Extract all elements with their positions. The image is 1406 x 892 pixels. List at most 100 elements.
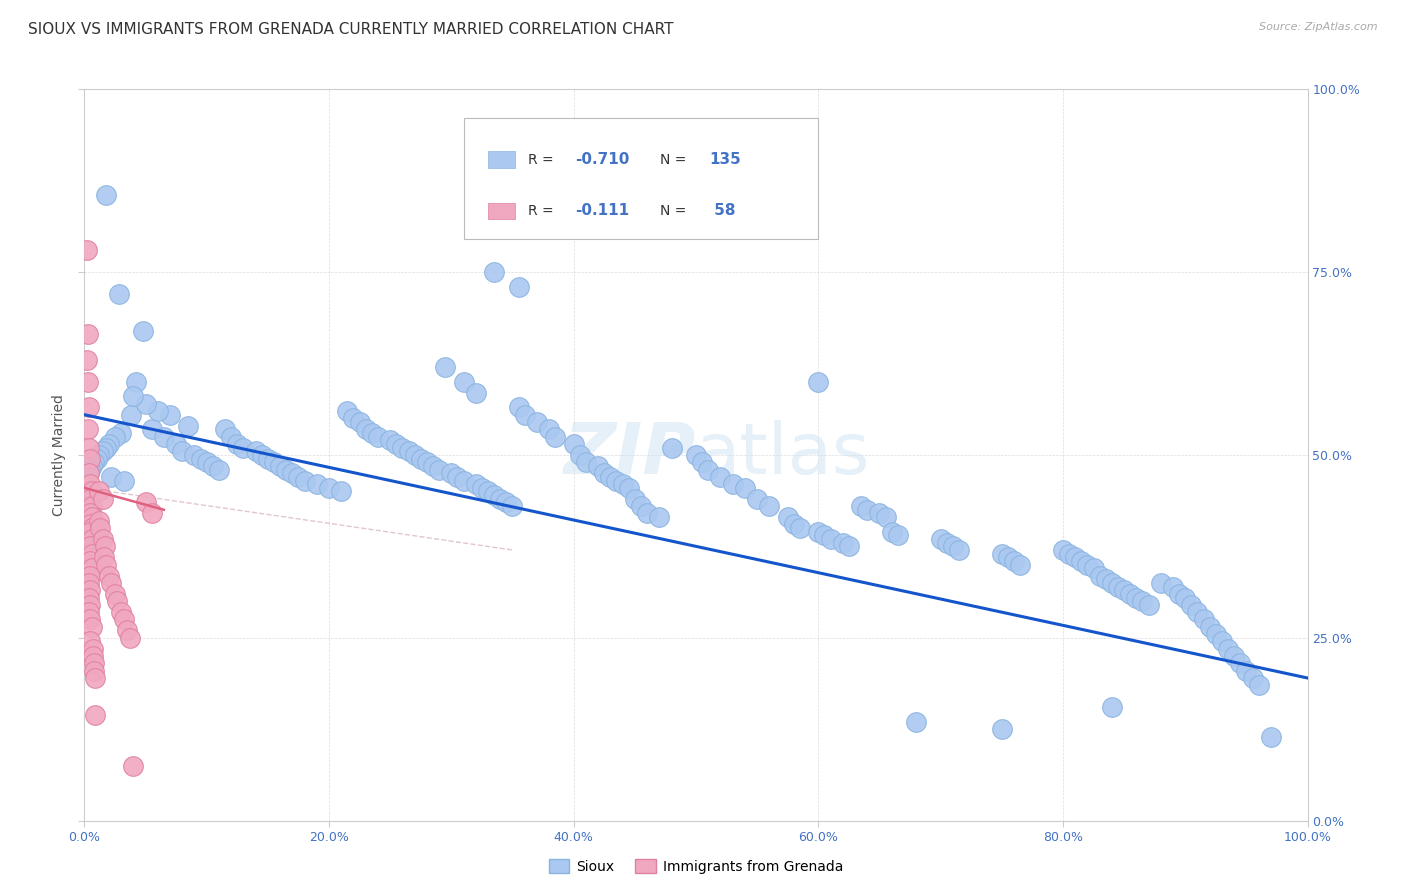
Point [112, 474, 135, 488]
Bar [488, 152, 515, 168]
Point [709, 470, 731, 484]
Point [77, 375, 100, 389]
Point [593, 466, 616, 480]
Point [612, 477, 634, 491]
Point [77, 441, 100, 455]
Point [79, 477, 101, 491]
FancyBboxPatch shape [464, 119, 818, 239]
Point [79, 524, 101, 539]
Point [82, 641, 104, 656]
Text: R =: R = [529, 153, 558, 167]
Point [1010, 558, 1032, 572]
Point [80, 620, 103, 634]
Point [807, 375, 830, 389]
Point [349, 415, 371, 429]
Point [79, 451, 101, 466]
Point [1064, 550, 1087, 565]
Point [96, 558, 118, 572]
Point [391, 441, 413, 455]
Point [1216, 641, 1239, 656]
Point [538, 422, 561, 436]
Point [100, 576, 122, 591]
Point [648, 510, 671, 524]
Point [87, 448, 110, 462]
Point [79, 539, 101, 553]
Point [502, 499, 524, 513]
Point [1260, 730, 1282, 744]
Point [287, 470, 309, 484]
Point [96, 441, 118, 455]
Point [568, 448, 591, 462]
Point [1101, 576, 1123, 591]
Point [464, 385, 486, 400]
Point [1094, 572, 1116, 586]
Legend: Sioux, Immigrants from Grenada: Sioux, Immigrants from Grenada [543, 854, 849, 880]
Point [80, 458, 103, 473]
Point [482, 265, 505, 279]
Point [172, 444, 194, 458]
Point [905, 714, 928, 729]
Point [1088, 568, 1111, 582]
Point [1180, 598, 1202, 612]
Point [831, 535, 853, 549]
Point [734, 481, 756, 495]
Point [110, 605, 132, 619]
Text: 135: 135 [710, 152, 741, 167]
Point [77, 422, 100, 436]
Point [482, 488, 505, 502]
Point [112, 613, 135, 627]
Point [132, 324, 155, 338]
Point [624, 491, 647, 506]
Text: N =: N = [661, 203, 692, 218]
Text: SIOUX VS IMMIGRANTS FROM GRENADA CURRENTLY MARRIED CORRELATION CHART: SIOUX VS IMMIGRANTS FROM GRENADA CURRENT… [28, 22, 673, 37]
Point [105, 594, 128, 608]
Point [1192, 613, 1215, 627]
Point [91, 444, 114, 458]
Point [79, 568, 101, 582]
Point [330, 484, 353, 499]
Point [77, 466, 100, 480]
Point [79, 517, 101, 532]
Point [636, 507, 658, 521]
Point [79, 598, 101, 612]
Point [869, 507, 891, 521]
Point [232, 441, 254, 455]
Point [489, 491, 512, 506]
Point [115, 624, 138, 638]
Point [360, 425, 382, 440]
Point [76, 352, 98, 367]
Point [93, 550, 115, 565]
Text: atlas: atlas [696, 420, 870, 490]
Point [104, 587, 127, 601]
Point [1070, 554, 1092, 568]
Point [118, 631, 141, 645]
Point [422, 458, 444, 473]
Point [79, 507, 101, 521]
Point [80, 532, 103, 546]
Point [80, 561, 103, 575]
Point [135, 397, 157, 411]
Point [219, 430, 242, 444]
Point [80, 510, 103, 524]
Point [1247, 678, 1270, 692]
Point [1137, 598, 1160, 612]
Text: N =: N = [661, 153, 692, 167]
Point [1229, 657, 1251, 671]
Point [83, 664, 105, 678]
Point [125, 375, 148, 389]
Point [86, 451, 108, 466]
Point [91, 532, 114, 546]
Point [159, 408, 181, 422]
Point [354, 422, 377, 436]
Point [1241, 671, 1264, 685]
Point [135, 495, 157, 509]
Point [87, 484, 110, 499]
Point [789, 521, 811, 535]
Point [690, 455, 713, 469]
Point [440, 466, 463, 480]
Point [80, 521, 103, 535]
Point [269, 458, 291, 473]
Point [294, 474, 316, 488]
Point [1168, 587, 1191, 601]
Point [122, 758, 145, 772]
